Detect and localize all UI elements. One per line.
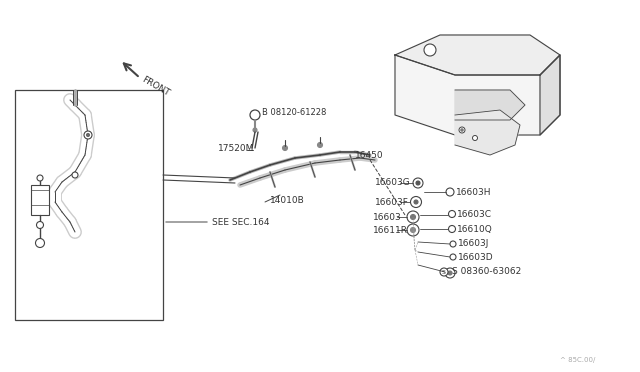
Text: 16610Q: 16610Q bbox=[457, 224, 493, 234]
Circle shape bbox=[461, 129, 463, 131]
Text: 16603C: 16603C bbox=[457, 209, 492, 218]
Circle shape bbox=[445, 268, 455, 278]
Text: 16611R: 16611R bbox=[373, 225, 408, 234]
Circle shape bbox=[35, 238, 45, 247]
Text: 16603: 16603 bbox=[373, 212, 402, 221]
Circle shape bbox=[450, 254, 456, 260]
Polygon shape bbox=[395, 55, 560, 135]
Polygon shape bbox=[455, 110, 520, 155]
Bar bbox=[15, 90, 163, 320]
Circle shape bbox=[410, 196, 422, 208]
Circle shape bbox=[253, 128, 257, 132]
Bar bbox=[31, 185, 49, 215]
Text: 16450: 16450 bbox=[355, 151, 383, 160]
Polygon shape bbox=[455, 90, 525, 120]
Text: B 08120-61228: B 08120-61228 bbox=[262, 108, 326, 116]
Circle shape bbox=[440, 268, 448, 276]
Circle shape bbox=[317, 142, 323, 148]
Circle shape bbox=[72, 172, 78, 178]
Text: S: S bbox=[442, 269, 446, 275]
Circle shape bbox=[449, 211, 456, 218]
Circle shape bbox=[250, 110, 260, 120]
Text: FRONT: FRONT bbox=[140, 75, 171, 98]
Circle shape bbox=[449, 225, 456, 232]
Circle shape bbox=[410, 215, 415, 219]
Circle shape bbox=[450, 241, 456, 247]
Text: 16603D: 16603D bbox=[458, 253, 493, 262]
Circle shape bbox=[86, 134, 90, 137]
Text: 16603F: 16603F bbox=[375, 198, 409, 206]
Circle shape bbox=[282, 145, 287, 151]
Circle shape bbox=[424, 44, 436, 56]
Text: ^ 85C.00/: ^ 85C.00/ bbox=[560, 357, 595, 363]
Text: SEE SEC.164: SEE SEC.164 bbox=[212, 218, 269, 227]
Circle shape bbox=[459, 127, 465, 133]
Circle shape bbox=[472, 135, 477, 141]
Text: S 08360-63062: S 08360-63062 bbox=[452, 267, 521, 276]
Text: 16603H: 16603H bbox=[456, 187, 492, 196]
Circle shape bbox=[410, 228, 415, 232]
Circle shape bbox=[407, 211, 419, 223]
Text: 16603J: 16603J bbox=[458, 240, 490, 248]
Text: 16603G: 16603G bbox=[375, 177, 411, 186]
Circle shape bbox=[416, 181, 420, 185]
Text: 17520M: 17520M bbox=[218, 144, 254, 153]
Circle shape bbox=[84, 131, 92, 139]
Circle shape bbox=[446, 188, 454, 196]
Circle shape bbox=[414, 200, 418, 204]
Polygon shape bbox=[540, 55, 560, 135]
Circle shape bbox=[407, 224, 419, 236]
Polygon shape bbox=[395, 35, 560, 75]
Circle shape bbox=[413, 178, 423, 188]
Text: 14010B: 14010B bbox=[270, 196, 305, 205]
Circle shape bbox=[448, 271, 452, 275]
Circle shape bbox=[37, 175, 43, 181]
Circle shape bbox=[36, 221, 44, 228]
